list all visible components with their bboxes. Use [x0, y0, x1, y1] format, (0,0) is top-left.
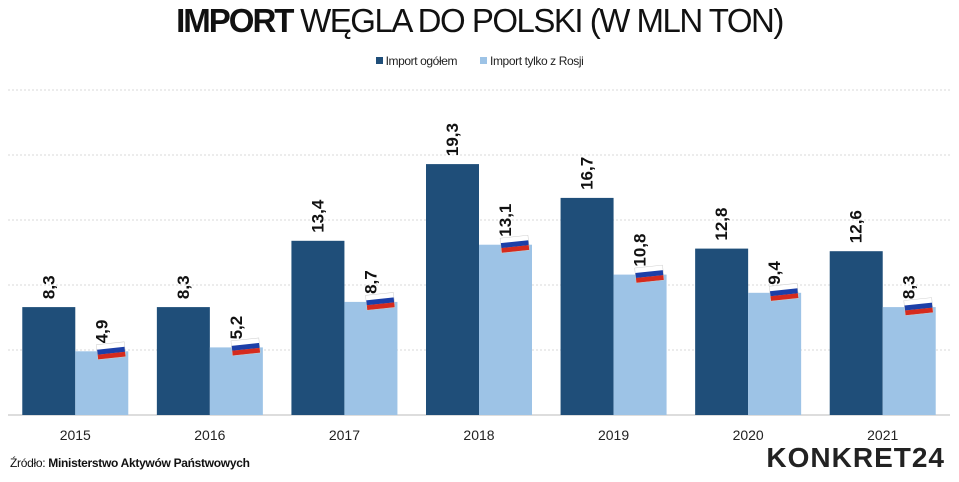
title-bold: IMPORT [176, 2, 294, 39]
bar-total [829, 251, 883, 415]
bar-total [156, 307, 210, 415]
legend-label: Import tylko z Rosji [490, 53, 584, 68]
bar-russia [75, 351, 129, 415]
data-label: 5,2 [227, 316, 246, 340]
data-label: 10,8 [631, 234, 650, 267]
bar-total [291, 240, 345, 415]
x-tick-label: 2019 [598, 427, 629, 443]
x-tick-label: 2021 [867, 427, 898, 443]
bar-total [560, 197, 614, 415]
data-label: 13,1 [496, 204, 515, 237]
bar-russia [479, 244, 532, 415]
data-label: 8,7 [361, 270, 380, 294]
data-label: 13,4 [308, 199, 327, 233]
legend-item-total: Import ogółem [375, 53, 458, 68]
bar-total [426, 164, 479, 415]
data-label: 8,3 [39, 275, 58, 299]
russia-flag-icon [365, 292, 396, 311]
data-label: 8,3 [900, 275, 919, 299]
source-note: Źródło: Ministerstwo Aktywów Państwowych [10, 456, 250, 470]
russia-flag-icon [499, 234, 530, 254]
russia-flag-icon [903, 297, 934, 316]
data-label: 8,3 [174, 275, 193, 299]
data-label: 9,4 [765, 261, 784, 285]
title-rest: WĘGLA DO POLSKI (W MLN TON) [300, 2, 784, 39]
bar-russia [748, 292, 802, 415]
russia-flag-icon [96, 341, 127, 360]
bar-total [22, 307, 76, 415]
data-label: 12,6 [847, 210, 866, 243]
bar-total [695, 248, 749, 415]
russia-flag-icon [768, 283, 799, 302]
konkret24-logo: KONKRET24 [766, 442, 945, 473]
x-tick-label: 2020 [733, 427, 764, 443]
data-label: 4,9 [92, 320, 111, 344]
source-label: Źródło: [10, 456, 46, 470]
x-tick-label: 2015 [60, 427, 91, 443]
legend-label: Import ogółem [385, 53, 458, 68]
bar-russia [209, 347, 263, 415]
chart-title: IMPORT WĘGLA DO POLSKI (W MLN TON) [0, 2, 959, 40]
legend-swatch [375, 57, 383, 64]
legend: Import ogółem Import tylko z Rosji [0, 53, 959, 68]
data-label: 19,3 [443, 123, 462, 156]
russia-flag-icon [230, 337, 261, 357]
data-label: 16,7 [578, 157, 597, 190]
legend-swatch [480, 57, 488, 64]
bar-russia [882, 307, 936, 415]
bar-russia [613, 274, 667, 415]
bar-russia [344, 301, 398, 415]
x-tick-label: 2016 [194, 427, 225, 443]
data-label: 12,8 [712, 208, 731, 241]
source-value: Ministerstwo Aktywów Państwowych [48, 456, 250, 470]
russia-flag-icon [634, 264, 665, 284]
x-tick-label: 2018 [463, 427, 494, 443]
legend-item-russia: Import tylko z Rosji [480, 53, 584, 68]
x-tick-label: 2017 [329, 427, 360, 443]
